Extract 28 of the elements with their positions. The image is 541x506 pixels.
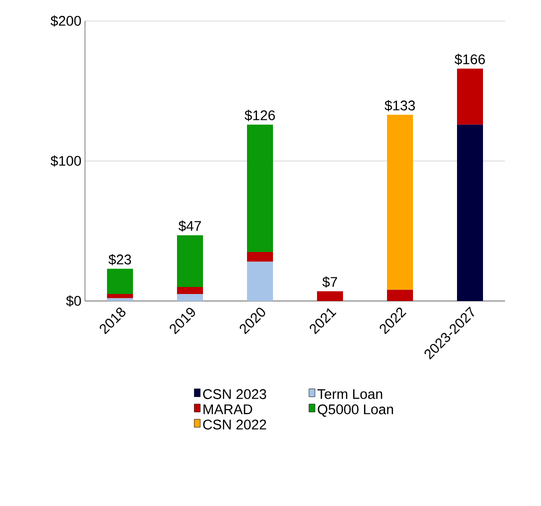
total-label: $23: [108, 254, 132, 266]
y-tick-label: $200: [50, 15, 81, 27]
legend-label: CSN 2022: [203, 420, 266, 430]
total-label: $47: [178, 220, 201, 232]
bar: [387, 114, 414, 290]
bar: [107, 268, 133, 294]
bar: [247, 252, 273, 262]
legend-label: CSN 2023: [203, 389, 266, 400]
bar: [387, 290, 414, 301]
total-label: $166: [454, 54, 485, 66]
bar: [177, 235, 203, 287]
total-label: $126: [244, 110, 275, 122]
total-label: $133: [384, 100, 415, 112]
bar: [457, 68, 484, 125]
bar: [107, 298, 133, 301]
y-tick-label: $100: [50, 155, 81, 167]
bar: [247, 124, 273, 252]
bar: [247, 262, 273, 301]
legend-label: Q5000 Loan: [318, 404, 394, 417]
bar: [107, 294, 133, 298]
total-label: $7: [322, 276, 338, 288]
bar: [317, 291, 344, 301]
y-tick-label: $0: [66, 295, 81, 307]
legend-label: MARAD: [204, 404, 252, 414]
legend-label: Term Loan: [317, 389, 382, 399]
bar: [177, 294, 203, 301]
bar: [457, 124, 484, 301]
bar: [177, 287, 203, 294]
